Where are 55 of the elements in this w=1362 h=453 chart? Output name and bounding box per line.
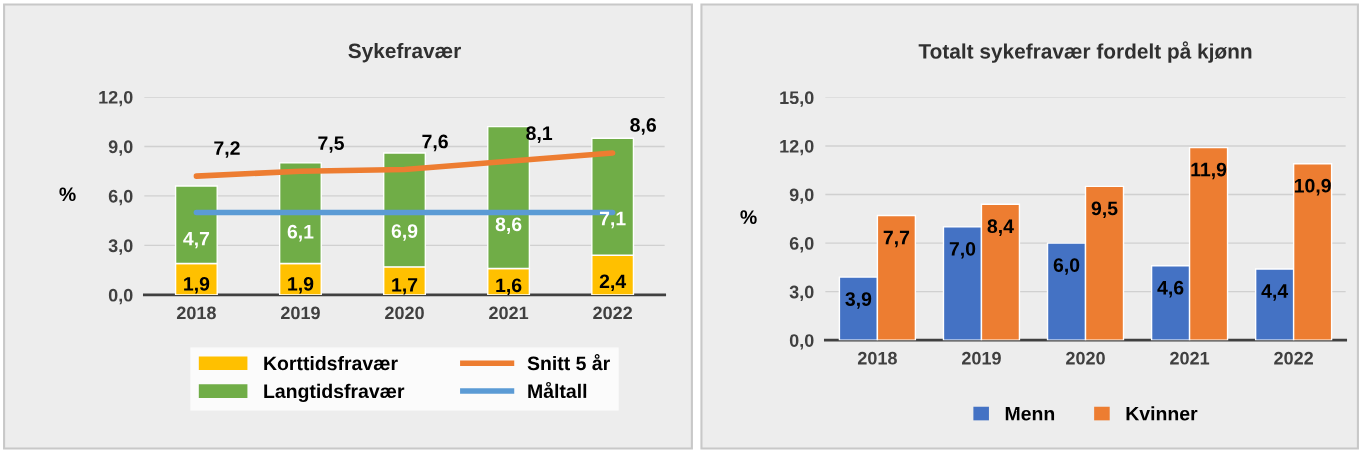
data-label: 7,7 (883, 230, 910, 248)
data-label: 9,5 (1091, 201, 1118, 219)
legend-label: Langtidsfravær (264, 383, 405, 403)
y-tick-label: 0,0 (789, 334, 814, 350)
y-tick-label: 12,0 (99, 90, 133, 107)
legend-label: Snitt 5 år (527, 354, 610, 371)
chart-title: Sykefravær (348, 42, 461, 63)
x-tick-label: 2021 (1170, 351, 1210, 365)
x-tick-label: 2020 (1066, 351, 1105, 365)
chart-title: Totalt sykefravær fordelt på kjønn (918, 41, 1252, 63)
y-tick-label: 0,0 (108, 288, 133, 305)
data-label: 2,4 (599, 274, 627, 292)
data-label: 7,1 (599, 211, 626, 229)
x-tick-label: 2021 (489, 306, 529, 320)
data-label: 6,0 (1053, 258, 1080, 275)
x-tick-label: 2020 (385, 306, 424, 320)
y-tick-label: 6,0 (789, 237, 814, 253)
data-label: 8,4 (987, 219, 1014, 236)
x-tick-label: 2018 (857, 351, 897, 365)
data-label: 7,5 (318, 136, 344, 153)
legend-label: Korttidsfravær (264, 355, 398, 371)
data-label: 6,1 (287, 224, 314, 242)
legend-label: Måltall (528, 381, 587, 399)
legend-label: Menn (1005, 406, 1055, 421)
data-label: 6,9 (391, 224, 418, 241)
y-tick-label: 3,0 (108, 239, 133, 255)
x-tick-label: 2019 (962, 351, 1001, 365)
data-label: 11,9 (1191, 162, 1227, 180)
x-tick-label: 2022 (593, 306, 632, 320)
data-label: 1,7 (392, 278, 418, 295)
y-tick-label: 6,0 (108, 189, 133, 206)
data-label: 8,6 (630, 118, 656, 135)
x-tick-label: 2018 (176, 306, 216, 320)
y-tick-label: 15,0 (780, 91, 814, 107)
data-label: 1,6 (496, 278, 522, 296)
y-tick-label: 3,0 (789, 285, 814, 301)
x-tick-label: 2019 (281, 306, 320, 320)
y-tick-label: 12,0 (780, 139, 814, 156)
y-axis-title: % (740, 210, 757, 224)
y-axis-title: % (59, 187, 76, 202)
x-tick-label: 2022 (1274, 351, 1313, 365)
data-label: 7,6 (422, 134, 448, 152)
data-label: 8,6 (495, 217, 522, 234)
data-label: 4,7 (183, 231, 210, 249)
y-tick-label: 9,0 (789, 188, 814, 204)
legend-label: Kvinner (1126, 406, 1198, 421)
data-label: 10,9 (1294, 178, 1331, 196)
data-label: 7,2 (214, 141, 240, 158)
data-label: 4,6 (1157, 280, 1184, 298)
data-label: 1,9 (184, 276, 210, 294)
data-label: 4,4 (1261, 284, 1289, 301)
data-label: 1,9 (288, 276, 314, 294)
data-label: 7,0 (949, 241, 976, 259)
y-tick-label: 9,0 (108, 140, 133, 156)
data-label: 3,9 (845, 292, 872, 309)
